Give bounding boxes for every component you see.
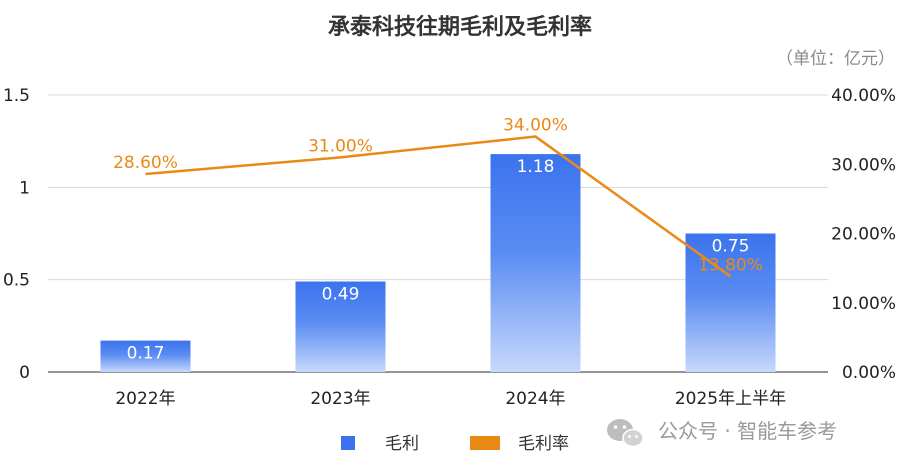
left-tick-label: 0.5	[3, 271, 30, 291]
bar-series: 0.17 0.49 1.18 0.75	[100, 154, 776, 372]
right-tick-label: 0.00%	[842, 363, 896, 383]
bar	[100, 340, 191, 372]
x-axis: 2022年 2023年 2024年 2025年上半年	[115, 389, 786, 409]
legend-swatch-gross-profit	[341, 436, 355, 450]
line-value-label: 34.00%	[503, 116, 568, 136]
gross-margin-line	[145, 135, 732, 278]
category-label: 2025年上半年	[675, 389, 786, 409]
left-axis: 0 0.5 1 1.5	[3, 86, 30, 383]
bar	[295, 281, 386, 372]
chart-title: 承泰科技往期毛利及毛利率	[328, 14, 592, 40]
right-tick-label: 30.00%	[831, 155, 896, 175]
right-tick-label: 40.00%	[831, 86, 896, 106]
wechat-icon	[607, 419, 644, 448]
legend-swatch-gross-margin	[470, 436, 500, 450]
left-tick-label: 1	[19, 178, 30, 198]
right-axis: 0.00% 10.00% 20.00% 30.00% 40.00%	[831, 86, 896, 383]
category-label: 2023年	[310, 389, 370, 409]
bar	[490, 154, 581, 372]
legend-label-gross-margin: 毛利率	[518, 434, 569, 454]
left-tick-label: 1.5	[3, 86, 30, 106]
category-label: 2022年	[115, 389, 175, 409]
watermark-text: 公众号 · 智能车参考	[658, 419, 837, 443]
bar	[685, 233, 776, 372]
unit-note: （单位：亿元）	[776, 49, 895, 69]
bar-value-label: 0.17	[127, 344, 165, 364]
bar-value-label: 0.75	[712, 237, 750, 257]
right-tick-label: 20.00%	[831, 225, 896, 245]
line-series: 28.60% 31.00% 34.00% 13.80%	[113, 116, 763, 278]
watermark: 公众号 · 智能车参考	[607, 419, 837, 448]
bar-value-label: 0.49	[322, 285, 360, 305]
category-label: 2024年	[505, 389, 565, 409]
line-value-label: 31.00%	[308, 136, 373, 156]
legend: 毛利 毛利率	[341, 434, 569, 454]
bar-value-label: 1.18	[517, 157, 555, 177]
line-value-label: 13.80%	[698, 255, 763, 275]
legend-label-gross-profit: 毛利	[385, 434, 419, 454]
right-tick-label: 10.00%	[831, 294, 896, 314]
line-value-label: 28.60%	[113, 153, 178, 173]
left-tick-label: 0	[19, 363, 30, 383]
